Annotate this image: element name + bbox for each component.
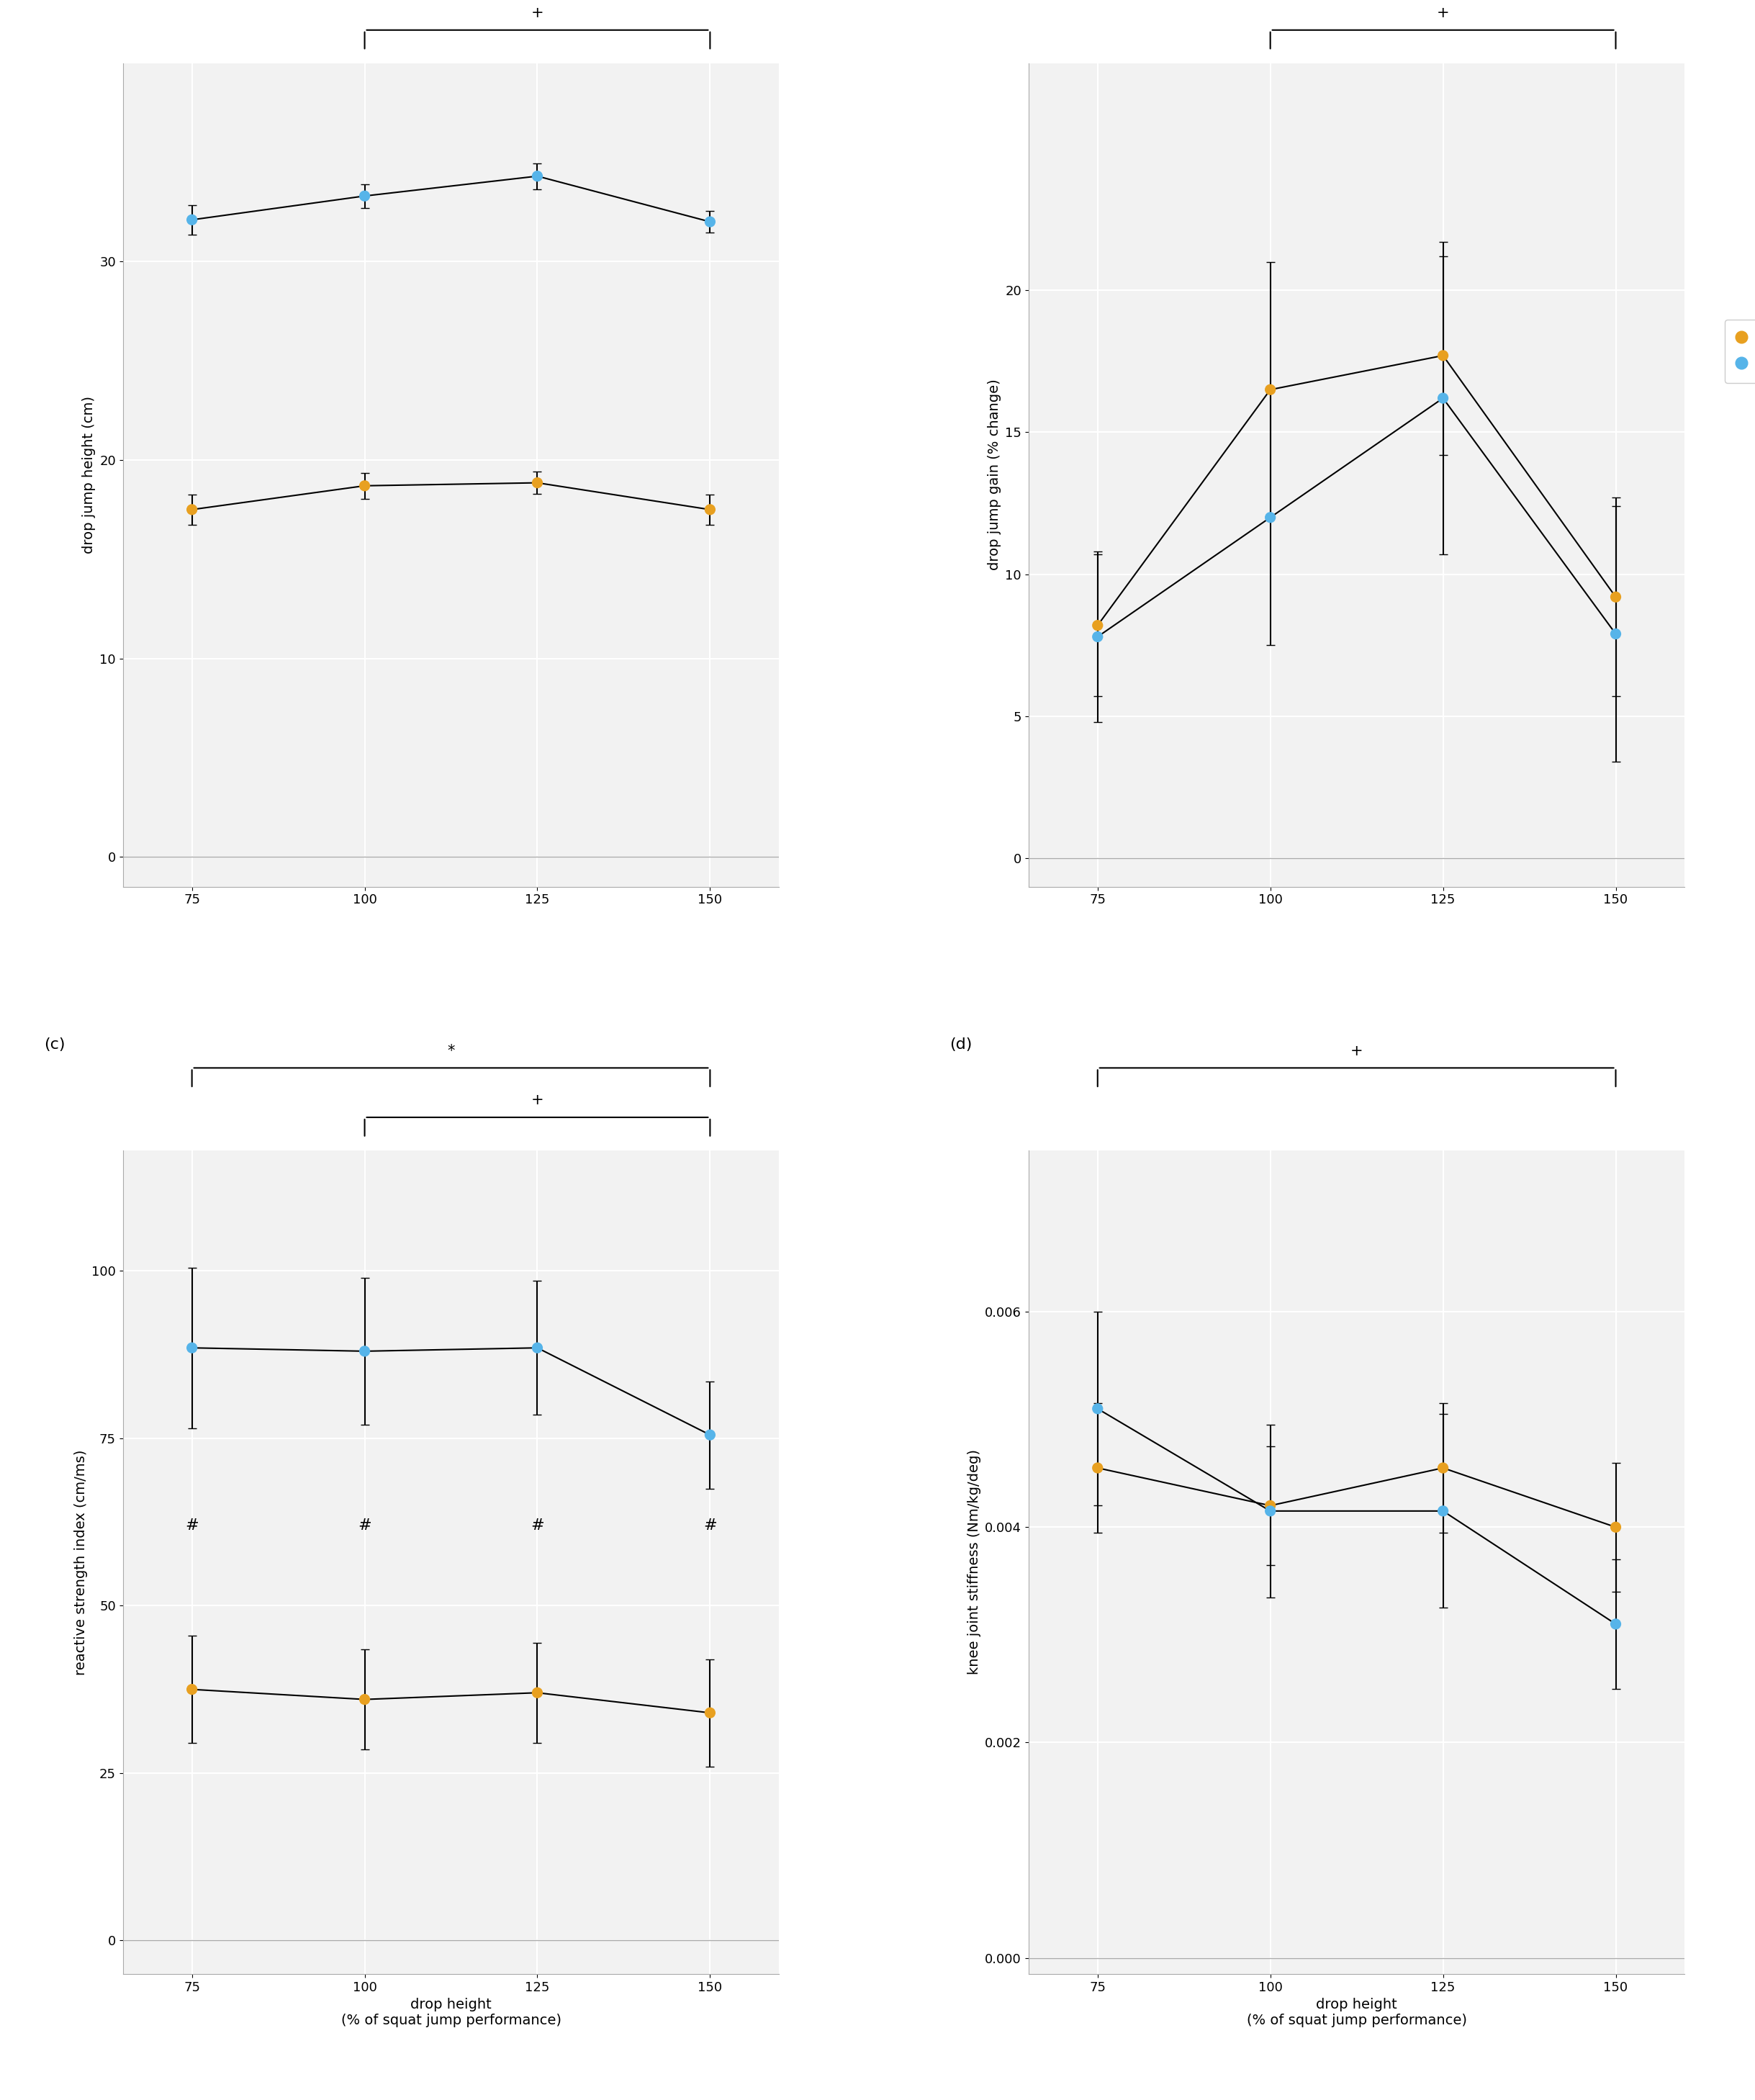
Point	[523, 1331, 551, 1365]
Point	[351, 1682, 379, 1716]
Text: *: *	[448, 1044, 455, 1058]
Point	[523, 160, 551, 193]
Point	[351, 468, 379, 502]
Point	[1429, 382, 1457, 416]
Text: #: #	[358, 1518, 372, 1533]
Point	[1429, 1495, 1457, 1529]
Y-axis label: reactive strength index (cm/ms): reactive strength index (cm/ms)	[74, 1449, 88, 1676]
Y-axis label: drop jump gain (% change): drop jump gain (% change)	[988, 380, 1000, 571]
Point	[697, 1697, 725, 1730]
Text: #: #	[530, 1518, 544, 1533]
Text: +: +	[532, 6, 544, 21]
Point	[1602, 1607, 1630, 1640]
Legend: Boys, Men: Boys, Men	[1725, 319, 1755, 382]
Text: #: #	[186, 1518, 198, 1533]
Point	[1602, 617, 1630, 651]
Point	[1257, 374, 1285, 407]
Point	[1257, 500, 1285, 533]
Point	[351, 1334, 379, 1367]
Point	[523, 1676, 551, 1709]
Point	[697, 1418, 725, 1451]
Point	[177, 1331, 205, 1365]
Y-axis label: drop jump height (cm): drop jump height (cm)	[82, 397, 95, 554]
X-axis label: drop height
(% of squat jump performance): drop height (% of squat jump performance…	[340, 1997, 562, 2027]
Point	[1429, 338, 1457, 372]
Point	[1083, 1392, 1111, 1426]
Point	[1083, 620, 1111, 653]
X-axis label: drop height
(% of squat jump performance): drop height (% of squat jump performance…	[1246, 1997, 1467, 2027]
Point	[1257, 1489, 1285, 1522]
Text: +: +	[1350, 1044, 1364, 1058]
Point	[1602, 580, 1630, 613]
Point	[697, 494, 725, 527]
Point	[1602, 1510, 1630, 1544]
Text: #: #	[704, 1518, 716, 1533]
Y-axis label: knee joint stiffness (Nm/kg/deg): knee joint stiffness (Nm/kg/deg)	[967, 1449, 981, 1676]
Point	[351, 179, 379, 212]
Point	[177, 204, 205, 237]
Point	[1083, 1451, 1111, 1485]
Point	[1083, 609, 1111, 643]
Text: (c): (c)	[44, 1037, 65, 1052]
Point	[1429, 1451, 1457, 1485]
Text: +: +	[1437, 6, 1450, 21]
Point	[177, 1672, 205, 1705]
Point	[697, 206, 725, 239]
Point	[177, 494, 205, 527]
Text: (d): (d)	[949, 1037, 972, 1052]
Point	[523, 466, 551, 500]
Point	[1257, 1495, 1285, 1529]
Text: +: +	[532, 1094, 544, 1107]
